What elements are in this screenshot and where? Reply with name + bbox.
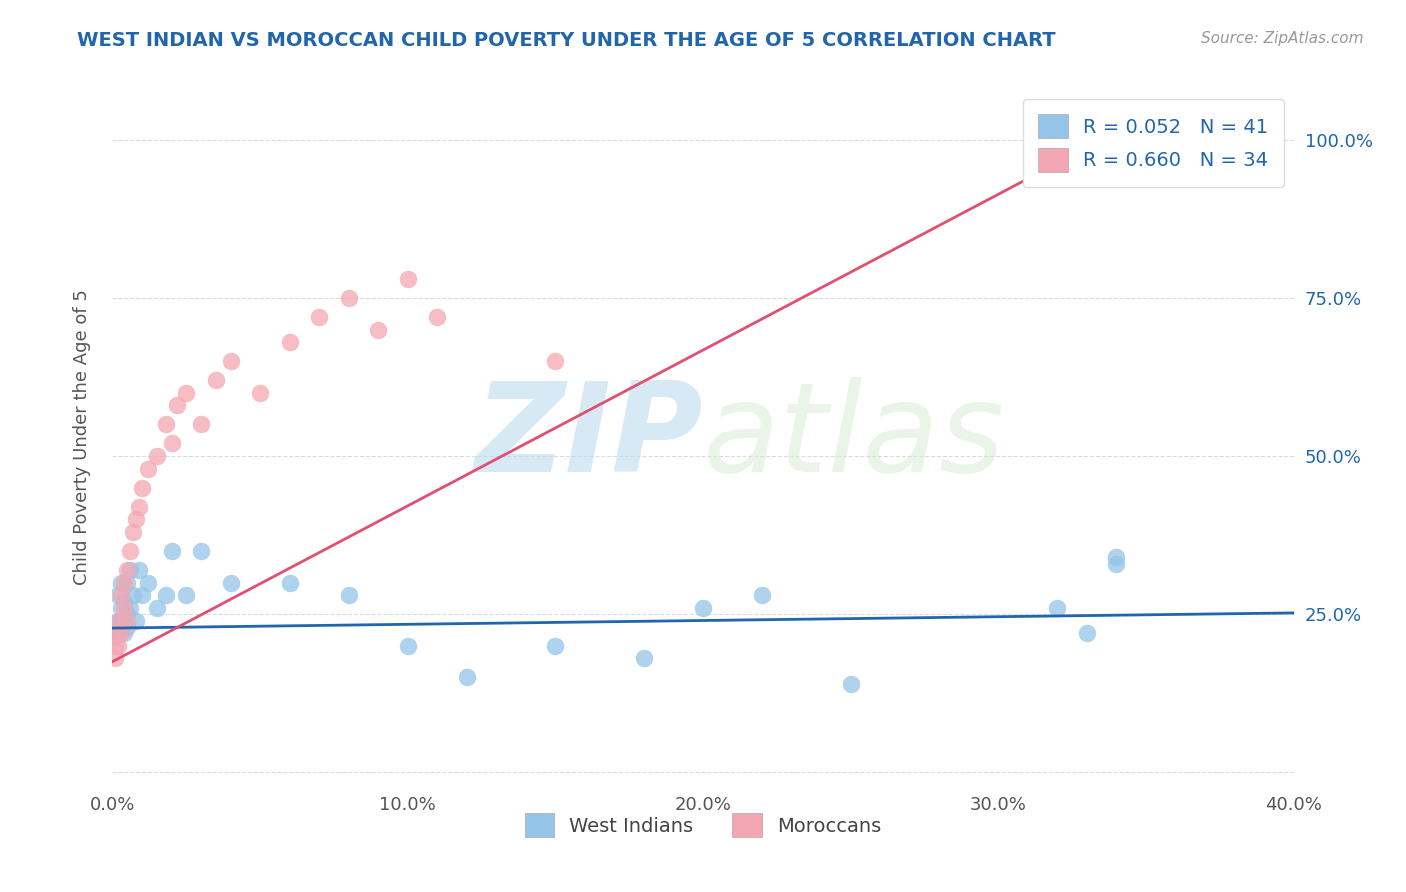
Point [104, 626, 127, 640]
Point [190, 417, 212, 432]
Point [104, 639, 127, 653]
Point [117, 620, 138, 634]
Point [128, 563, 150, 577]
Point [160, 544, 183, 558]
Point [107, 588, 129, 602]
Point [839, 677, 862, 691]
Point [112, 600, 135, 615]
Point [107, 626, 129, 640]
Point [544, 354, 567, 368]
Text: ZIP: ZIP [474, 376, 703, 498]
Point [125, 512, 148, 526]
Point [107, 614, 129, 628]
Point [1105, 550, 1128, 565]
Legend: West Indians, Moroccans: West Indians, Moroccans [517, 805, 889, 845]
Point [110, 588, 132, 602]
Point [128, 500, 150, 514]
Point [104, 629, 127, 643]
Point [155, 588, 177, 602]
Point [104, 626, 127, 640]
Point [117, 614, 138, 628]
Point [396, 639, 419, 653]
Point [396, 272, 419, 286]
Point [117, 563, 138, 577]
Point [692, 600, 714, 615]
Text: Source: ZipAtlas.com: Source: ZipAtlas.com [1201, 31, 1364, 46]
Point [278, 335, 301, 350]
Y-axis label: Child Poverty Under the Age of 5: Child Poverty Under the Age of 5 [73, 289, 91, 585]
Point [122, 588, 145, 602]
Point [174, 588, 197, 602]
Point [146, 449, 169, 463]
Point [456, 670, 478, 684]
Point [110, 575, 132, 590]
Text: atlas: atlas [703, 376, 1005, 498]
Point [367, 322, 389, 336]
Point [110, 614, 132, 628]
Point [426, 310, 449, 324]
Point [219, 354, 242, 368]
Point [136, 461, 159, 475]
Point [308, 310, 330, 324]
Point [112, 575, 135, 590]
Point [107, 639, 129, 653]
Point [190, 544, 212, 558]
Point [633, 651, 655, 665]
Point [1076, 626, 1098, 640]
Point [337, 588, 360, 602]
Point [160, 436, 183, 450]
Text: WEST INDIAN VS MOROCCAN CHILD POVERTY UNDER THE AGE OF 5 CORRELATION CHART: WEST INDIAN VS MOROCCAN CHILD POVERTY UN… [77, 31, 1056, 50]
Point [219, 575, 242, 590]
Point [278, 575, 301, 590]
Point [110, 600, 132, 615]
Point [1046, 600, 1069, 615]
Point [117, 607, 138, 622]
Point [120, 563, 142, 577]
Point [1105, 557, 1128, 571]
Point [104, 616, 127, 631]
Point [122, 524, 145, 539]
Point [136, 575, 159, 590]
Point [112, 594, 135, 608]
Point [104, 623, 127, 637]
Point [110, 626, 132, 640]
Point [337, 291, 360, 305]
Point [1076, 133, 1098, 147]
Point [174, 385, 197, 400]
Point [107, 614, 129, 628]
Point [131, 481, 153, 495]
Point [166, 399, 188, 413]
Point [120, 600, 142, 615]
Point [751, 588, 773, 602]
Point [146, 600, 169, 615]
Point [205, 373, 228, 387]
Point [155, 417, 177, 432]
Point [112, 626, 135, 640]
Point [125, 614, 148, 628]
Point [120, 544, 142, 558]
Point [544, 639, 567, 653]
Point [104, 651, 127, 665]
Point [249, 385, 271, 400]
Point [131, 588, 153, 602]
Point [117, 575, 138, 590]
